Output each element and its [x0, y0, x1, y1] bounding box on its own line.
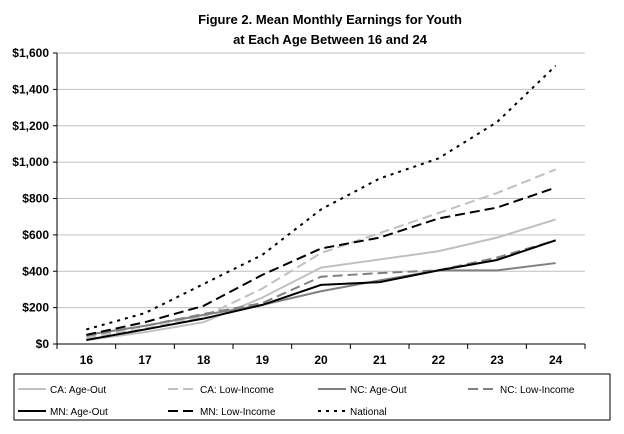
series-line-mn-age-out: [86, 239, 556, 341]
legend-label: National: [350, 407, 387, 418]
legend-label: CA: Low-Income: [200, 385, 274, 396]
legend-label: NC: Age-Out: [350, 385, 407, 396]
y-tick-label: $1,400: [12, 82, 49, 96]
x-tick-label: 20: [314, 353, 328, 367]
x-tick-label: 18: [197, 353, 211, 367]
legend-box: [13, 373, 611, 421]
chart-title-line-1: Figure 2. Mean Monthly Earnings for Yout…: [198, 12, 462, 27]
series-line-national: [86, 65, 557, 331]
series-line-nc-low-income: [86, 239, 556, 337]
x-tick-label: 19: [256, 353, 270, 367]
x-tick-label: 16: [80, 353, 94, 367]
y-tick-label: $600: [22, 228, 49, 242]
x-tick-label: 24: [549, 353, 563, 367]
legend-label: NC: Low-Income: [500, 385, 575, 396]
series-line-mn-low-income: [86, 186, 556, 336]
chart-title-line-2: at Each Age Between 16 and 24: [233, 32, 428, 47]
legend-label: MN: Low-Income: [200, 407, 276, 418]
y-tick-label: $400: [22, 264, 49, 278]
y-tick-label: $1,600: [12, 46, 49, 60]
x-tick-label: 21: [373, 353, 387, 367]
y-tick-label: $200: [22, 301, 49, 315]
series-line-nc-age-out: [86, 262, 556, 336]
y-tick-label: $1,200: [12, 119, 49, 133]
y-tick-label: $0: [36, 337, 50, 351]
legend-label: MN: Age-Out: [50, 407, 108, 418]
y-tick-label: $1,000: [12, 155, 49, 169]
x-tick-label: 22: [432, 353, 446, 367]
x-tick-label: 23: [490, 353, 504, 367]
series-line-ca-low-income: [86, 168, 557, 339]
x-tick-label: 17: [138, 353, 152, 367]
legend-label: CA: Age-Out: [50, 385, 106, 396]
y-tick-label: $800: [22, 192, 49, 206]
series-line-ca-age-out: [86, 218, 556, 341]
